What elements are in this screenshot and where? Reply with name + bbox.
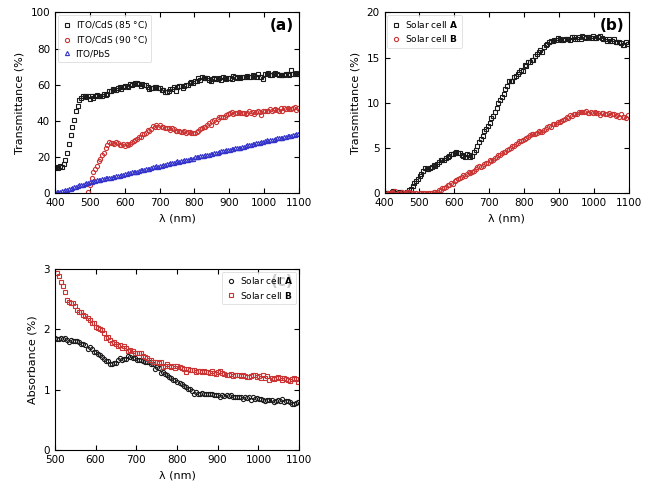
Text: (c): (c) (271, 274, 293, 289)
Solar cell $\mathbf{A}$ (186, 386, 194, 392)
ITO/PbS (65, 186, 73, 192)
ITO/CdS (90 $\degree$C) (226, 110, 233, 116)
Line: Solar cell $\mathbf{B}$: Solar cell $\mathbf{B}$ (382, 109, 630, 196)
Solar cell $\mathbf{A}$ (381, 190, 388, 196)
Solar cell $\mathbf{B}$ (390, 190, 397, 196)
Line: Solar cell $\mathbf{B}$: Solar cell $\mathbf{B}$ (53, 265, 300, 384)
ITO/CdS (85 $\degree$C) (174, 84, 181, 90)
Solar cell $\mathbf{A}$ (426, 165, 434, 171)
ITO/PbS (294, 131, 302, 137)
Solar cell $\mathbf{B}$ (395, 190, 402, 196)
ITO/CdS (90 $\degree$C) (291, 104, 299, 110)
Solar cell $\mathbf{A}$ (116, 355, 124, 361)
Legend: ITO/CdS (85 $\degree$C), ITO/CdS (90 $\degree$C), ITO/PbS: ITO/CdS (85 $\degree$C), ITO/CdS (90 $\d… (57, 15, 152, 62)
Solar cell $\mathbf{B}$ (102, 335, 110, 341)
ITO/CdS (85 $\degree$C) (66, 132, 74, 138)
Y-axis label: Transmittance (%): Transmittance (%) (15, 52, 25, 154)
Solar cell $\mathbf{A}$ (624, 41, 632, 47)
Solar cell $\mathbf{A}$ (392, 190, 399, 196)
ITO/CdS (90 $\degree$C) (84, 189, 92, 195)
Solar cell $\mathbf{A}$ (484, 123, 491, 129)
Solar cell $\mathbf{B}$ (51, 264, 59, 270)
Solar cell $\mathbf{B}$ (405, 189, 413, 195)
ITO/CdS (90 $\degree$C) (281, 105, 288, 111)
Y-axis label: Absorbance (%): Absorbance (%) (28, 315, 38, 404)
Solar cell $\mathbf{B}$ (116, 341, 124, 347)
Legend: Solar cell $\mathbf{A}$, Solar cell $\mathbf{B}$: Solar cell $\mathbf{A}$, Solar cell $\ma… (222, 272, 297, 304)
Solar cell $\mathbf{A}$ (102, 358, 110, 364)
X-axis label: λ (nm): λ (nm) (488, 214, 525, 224)
Line: ITO/PbS: ITO/PbS (53, 132, 301, 195)
Y-axis label: Transmittance (%): Transmittance (%) (351, 52, 361, 154)
Solar cell $\mathbf{A}$ (589, 33, 597, 39)
ITO/CdS (90 $\degree$C) (174, 128, 181, 134)
ITO/CdS (85 $\degree$C) (154, 85, 162, 91)
ITO/PbS (172, 160, 179, 166)
ITO/PbS (75, 182, 83, 188)
Solar cell $\mathbf{A}$ (219, 393, 226, 399)
Line: ITO/CdS (90 $\degree$C): ITO/CdS (90 $\degree$C) (86, 105, 301, 194)
Line: Solar cell $\mathbf{A}$: Solar cell $\mathbf{A}$ (53, 336, 300, 406)
Solar cell $\mathbf{A}$ (286, 399, 293, 405)
Solar cell $\mathbf{B}$ (286, 378, 293, 384)
Solar cell $\mathbf{B}$ (484, 161, 491, 166)
ITO/CdS (85 $\degree$C) (288, 68, 295, 74)
X-axis label: λ (nm): λ (nm) (159, 214, 195, 224)
ITO/CdS (85 $\degree$C) (294, 72, 302, 78)
Solar cell $\mathbf{B}$ (381, 191, 388, 197)
Solar cell $\mathbf{A}$ (407, 186, 415, 192)
Text: (a): (a) (270, 18, 294, 33)
Solar cell $\mathbf{A}$ (243, 395, 251, 401)
Line: Solar cell $\mathbf{A}$: Solar cell $\mathbf{A}$ (382, 34, 630, 196)
Solar cell $\mathbf{A}$ (386, 191, 393, 197)
Solar cell $\mathbf{B}$ (186, 367, 194, 373)
ITO/CdS (90 $\degree$C) (215, 114, 223, 120)
ITO/PbS (95, 177, 103, 183)
Solar cell $\mathbf{B}$ (624, 112, 632, 118)
Legend: Solar cell $\mathbf{A}$, Solar cell $\mathbf{B}$: Solar cell $\mathbf{A}$, Solar cell $\ma… (387, 15, 462, 48)
Solar cell $\mathbf{B}$ (422, 191, 430, 197)
ITO/CdS (90 $\degree$C) (134, 136, 141, 142)
Solar cell $\mathbf{B}$ (426, 190, 434, 196)
ITO/CdS (90 $\degree$C) (105, 139, 113, 145)
Solar cell $\mathbf{A}$ (290, 401, 298, 407)
Text: (b): (b) (599, 18, 624, 33)
ITO/PbS (51, 190, 59, 196)
ITO/CdS (85 $\degree$C) (54, 166, 62, 171)
Solar cell $\mathbf{A}$ (397, 189, 404, 195)
ITO/CdS (85 $\degree$C) (61, 158, 69, 164)
ITO/CdS (85 $\degree$C) (97, 92, 104, 98)
Solar cell $\mathbf{A}$ (294, 400, 302, 406)
ITO/CdS (85 $\degree$C) (51, 165, 59, 170)
Solar cell $\mathbf{B}$ (219, 370, 226, 376)
Solar cell $\mathbf{B}$ (582, 108, 590, 114)
Solar cell $\mathbf{B}$ (503, 147, 511, 153)
Solar cell $\mathbf{B}$ (243, 374, 251, 380)
Solar cell $\mathbf{A}$ (503, 83, 511, 89)
Solar cell $\mathbf{A}$ (51, 335, 59, 341)
Line: ITO/CdS (85 $\degree$C): ITO/CdS (85 $\degree$C) (53, 69, 301, 170)
Solar cell $\mathbf{B}$ (294, 379, 302, 385)
X-axis label: λ (nm): λ (nm) (159, 470, 195, 480)
ITO/CdS (90 $\degree$C) (294, 105, 302, 111)
ITO/PbS (60, 188, 68, 194)
ITO/CdS (85 $\degree$C) (77, 95, 85, 101)
ITO/PbS (291, 132, 299, 138)
